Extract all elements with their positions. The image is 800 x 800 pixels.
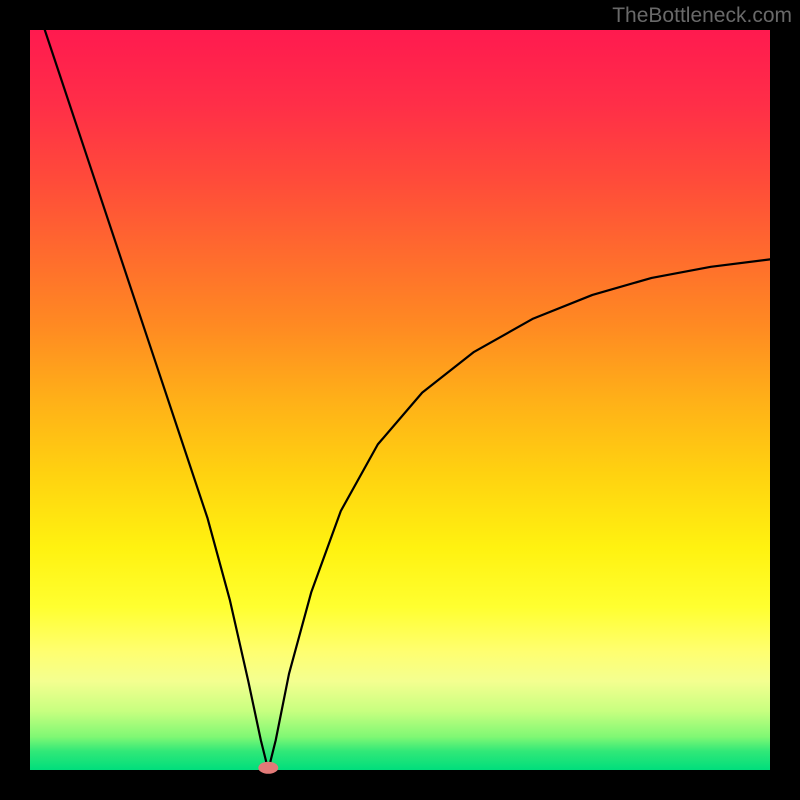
gradient-background [30, 30, 770, 770]
dip-marker [258, 762, 278, 774]
chart-svg [0, 0, 800, 800]
chart-canvas: TheBottleneck.com [0, 0, 800, 800]
watermark-text: TheBottleneck.com [612, 4, 792, 28]
